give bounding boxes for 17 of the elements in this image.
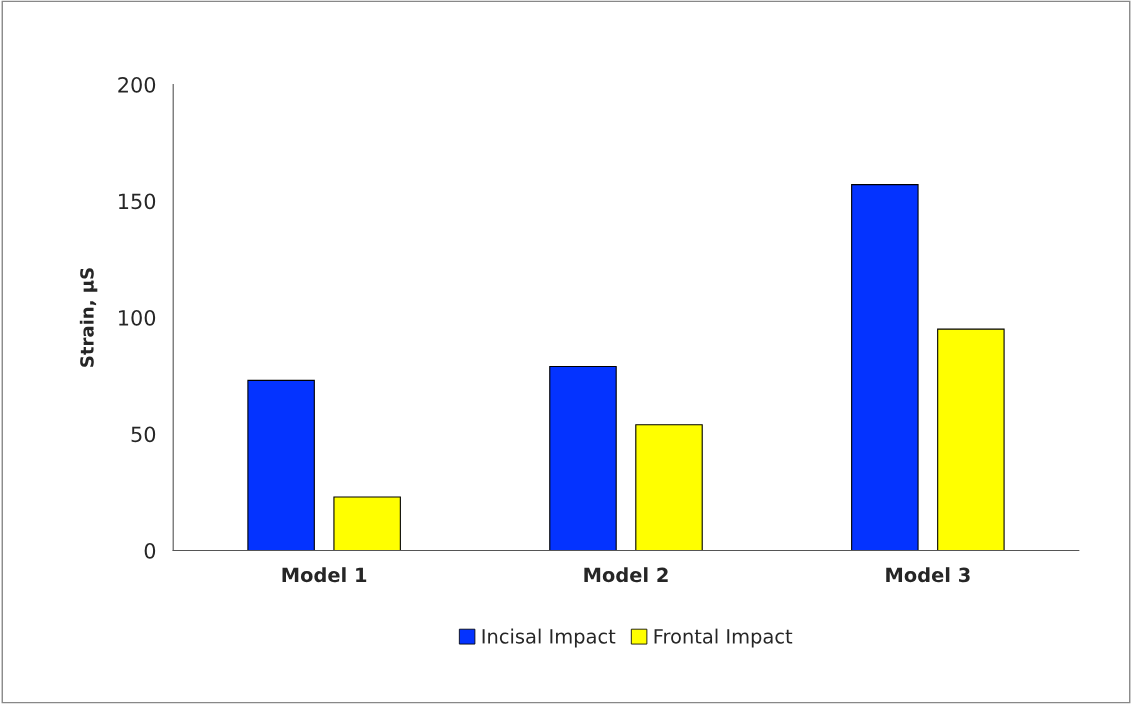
bar — [937, 328, 1005, 551]
y-tick-label: 50 — [131, 426, 156, 443]
x-tick-label: Model 1 — [282, 567, 367, 583]
y-tick-label: 100 — [119, 309, 156, 326]
y-tick-label: 0 — [144, 542, 156, 559]
x-tick-label: Model 3 — [886, 567, 970, 583]
y-tick-label: 200 — [118, 76, 156, 93]
legend-label: Incisal Impact — [482, 628, 616, 648]
bar — [635, 424, 703, 551]
bar — [549, 365, 617, 551]
bar — [851, 184, 919, 551]
y-tick-label: 150 — [119, 193, 156, 210]
bar — [247, 379, 315, 551]
bar — [333, 496, 401, 551]
legend-label: Frontal Impact — [654, 628, 793, 648]
y-axis-title: Strain, µS — [79, 268, 98, 367]
x-tick-label: Model 2 — [584, 567, 668, 583]
